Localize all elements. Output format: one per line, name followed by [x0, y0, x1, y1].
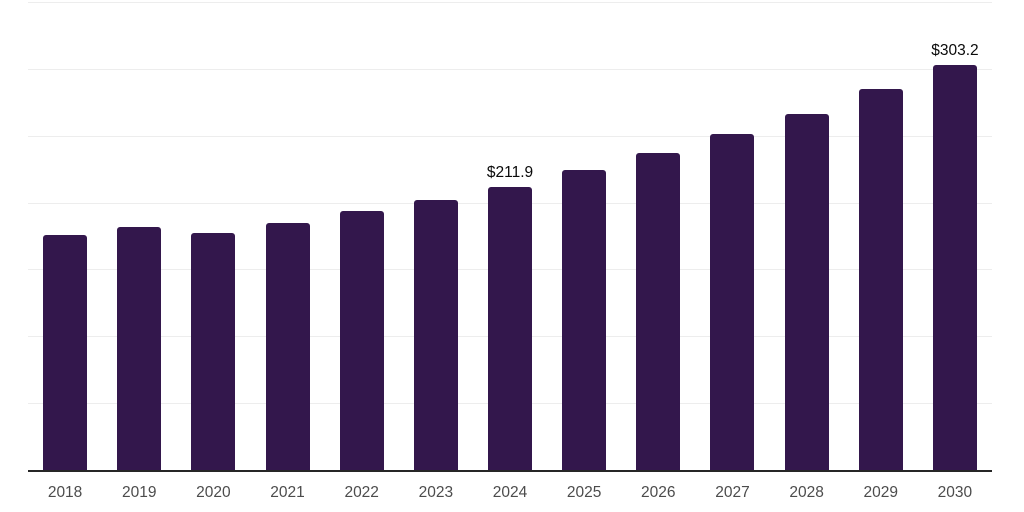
bar-2020 — [191, 232, 236, 470]
x-tick-label: 2026 — [641, 484, 676, 501]
bar-2022 — [339, 211, 384, 470]
x-tick-label: 2025 — [566, 484, 602, 501]
x-tick-label: 2020 — [196, 484, 231, 501]
x-tick-label: 2018 — [47, 484, 83, 501]
x-tick-label: 2028 — [789, 484, 824, 501]
bar-2024 — [488, 186, 532, 470]
bar-2025 — [562, 170, 607, 470]
gridline — [28, 135, 992, 137]
x-axis: 2018 2019 2020 2021 2022 2023 2024 2025 2026 2027… — [28, 481, 992, 505]
x-tick-label: 2019 — [121, 484, 157, 501]
bar-2018 — [43, 234, 88, 470]
bar-2027 — [710, 134, 755, 470]
bar-2030 — [932, 64, 977, 470]
gridline — [28, 68, 992, 70]
bar-2028 — [784, 113, 829, 470]
bar-2029 — [858, 88, 903, 470]
bar-2026 — [636, 152, 681, 470]
x-tick-label: 2030 — [937, 484, 973, 501]
x-tick-label: 2029 — [863, 484, 899, 501]
bar-value-label: $211.9 — [486, 164, 534, 182]
gridline — [28, 2, 992, 3]
x-tick-label: 2021 — [270, 484, 305, 501]
bar-value-label: $303.2 — [931, 42, 979, 60]
bar-2021 — [265, 222, 310, 470]
x-tick-label: 2023 — [418, 484, 454, 501]
x-tick-label: 2027 — [715, 484, 750, 501]
bar-2019 — [117, 227, 162, 470]
x-tick-label: 2024 — [492, 484, 528, 501]
x-tick-label: 2022 — [344, 484, 379, 501]
plot-area: $211.9 $303.2 — [28, 0, 992, 472]
bar-2023 — [413, 200, 458, 470]
